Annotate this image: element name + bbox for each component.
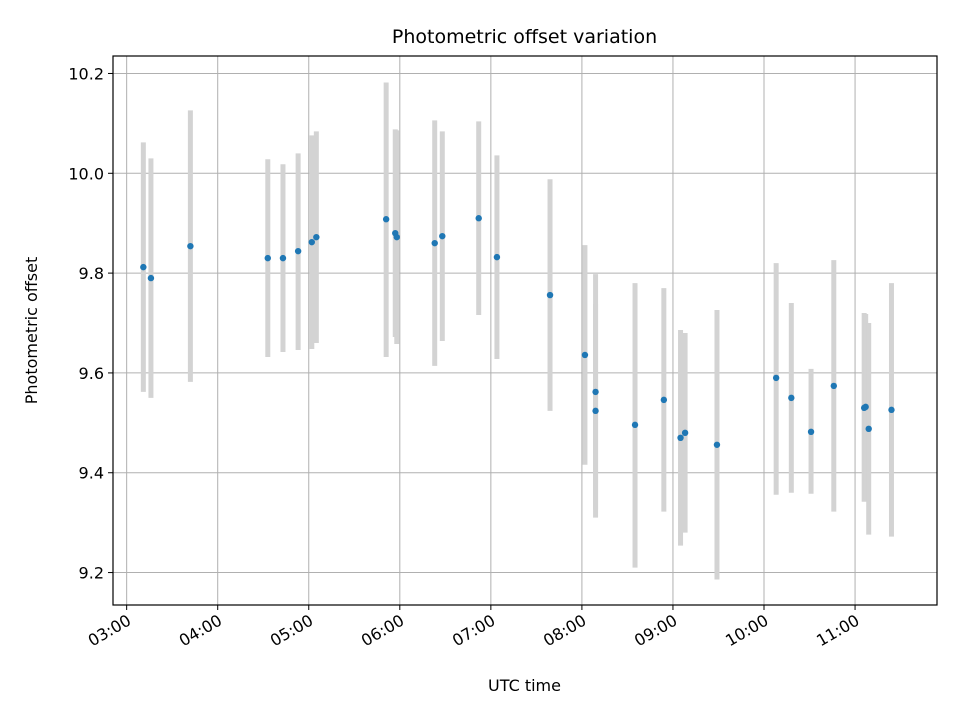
- data-point: [830, 382, 838, 390]
- data-point: [147, 274, 155, 282]
- data-point: [862, 403, 869, 411]
- data-point: [660, 396, 668, 404]
- data-point: [546, 291, 554, 299]
- x-axis-label: UTC time: [488, 676, 561, 695]
- data-point: [713, 441, 721, 448]
- data-point: [308, 238, 315, 246]
- data-point: [140, 263, 147, 271]
- data-point: [439, 232, 446, 240]
- y-tick-label: 9.6: [79, 364, 104, 383]
- data-point: [187, 242, 194, 250]
- data-point: [493, 253, 501, 261]
- data-points: [140, 215, 895, 448]
- data-point: [865, 425, 872, 433]
- data-point: [581, 351, 589, 359]
- y-tick-label: 9.4: [79, 464, 104, 483]
- data-point: [264, 254, 271, 262]
- data-point: [592, 407, 599, 415]
- data-point: [393, 233, 400, 241]
- data-point: [807, 428, 815, 436]
- data-point: [888, 406, 895, 414]
- y-tick-label: 10.2: [68, 64, 104, 83]
- data-point: [382, 216, 390, 223]
- y-tick-label: 9.2: [79, 564, 104, 583]
- data-point: [313, 233, 320, 241]
- data-point: [631, 421, 639, 429]
- chart-title: Photometric offset variation: [392, 26, 657, 48]
- y-axis-ticks: 9.2 9.4 9.6 9.8 10.0 10.2: [68, 64, 113, 583]
- grid: [113, 56, 937, 605]
- data-point: [294, 247, 302, 255]
- plot-frame: [112, 55, 938, 606]
- data-point: [475, 215, 482, 222]
- data-point: [592, 388, 599, 396]
- data-point: [788, 394, 795, 402]
- y-tick-label: 9.8: [79, 264, 104, 283]
- data-point: [677, 434, 684, 442]
- data-point: [772, 374, 780, 382]
- y-axis-label: Photometric offset: [22, 257, 41, 405]
- data-point: [681, 429, 689, 437]
- data-point: [431, 239, 438, 247]
- data-point: [279, 254, 287, 262]
- y-tick-label: 10.0: [68, 164, 104, 183]
